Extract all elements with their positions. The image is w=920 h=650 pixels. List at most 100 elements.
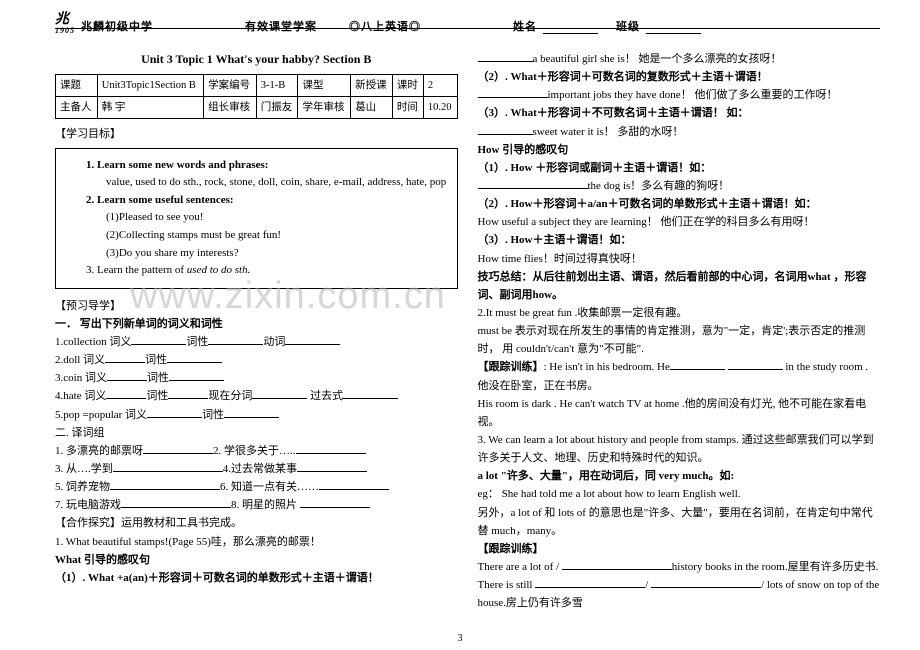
- cell: 3-1-B: [256, 74, 298, 96]
- blank[interactable]: [478, 134, 533, 135]
- cell: 2: [423, 74, 457, 96]
- body-text: eg： She had told me a lot about how to l…: [478, 485, 881, 503]
- cell: 韩 宇: [97, 97, 203, 119]
- body-text: 【跟踪训练】: He isn't in his bedroom. He in t…: [478, 358, 881, 394]
- class-label: 班级: [616, 18, 640, 34]
- table-row: 课题 Unit3Topic1Section B 学案编号 3-1-B 课型 新授…: [56, 74, 458, 96]
- blank[interactable]: [106, 398, 146, 399]
- cell: 学案编号: [204, 74, 257, 96]
- t: 1.collection 词义: [55, 336, 131, 348]
- blank[interactable]: [297, 471, 367, 472]
- blank[interactable]: [147, 417, 202, 418]
- blank[interactable]: [670, 369, 725, 370]
- t: 7. 玩电脑游戏: [55, 499, 121, 511]
- sub-heading: How 引导的感叹句: [478, 141, 881, 159]
- box-text: value, used to do sth., rock, stone, dol…: [66, 174, 447, 192]
- blank[interactable]: [168, 398, 208, 399]
- box-heading: 1. Learn some new words and phrases:: [66, 157, 447, 175]
- grade: ◎八上英语◎: [349, 18, 421, 34]
- vocab-line: 1.collection 词义词性动词: [55, 333, 458, 351]
- blank[interactable]: [113, 471, 223, 472]
- blank[interactable]: [110, 489, 220, 490]
- left-column: Unit 3 Topic 1 What's your habby? Sectio…: [55, 50, 458, 612]
- phrase-line: 1. 多漂亮的邮票呀2. 学很多关于…..: [55, 442, 458, 460]
- t: : He isn't in his bedroom. He: [544, 361, 670, 373]
- section-heading: 【预习导学】: [55, 297, 458, 315]
- vocab-line: 4.hate 词义 词性 现在分词 过去式: [55, 387, 458, 405]
- t: 现在分词: [208, 390, 252, 402]
- body-text: a beautiful girl she is！ 她是一个多么漂亮的女孩呀！: [478, 50, 881, 68]
- t: 6. 知道一点有关……: [220, 481, 319, 493]
- blank[interactable]: [169, 380, 224, 381]
- blank[interactable]: [107, 380, 147, 381]
- blank[interactable]: [478, 97, 548, 98]
- blank[interactable]: [131, 344, 186, 345]
- vocab-line: 5.pop =popular 词义词性: [55, 406, 458, 424]
- blank[interactable]: [562, 569, 672, 570]
- phrase-line: 5. 饲养宠物 6. 知道一点有关……: [55, 478, 458, 496]
- name-label: 姓名: [513, 18, 537, 34]
- t: 4.hate 词义: [55, 390, 106, 402]
- t: used to do sth.: [187, 264, 251, 276]
- blank[interactable]: [121, 507, 231, 508]
- blank[interactable]: [143, 453, 213, 454]
- t: How useful a subject they are learning！: [478, 216, 658, 228]
- t: / lots of snow on top of the house.房上仍有许…: [478, 579, 880, 609]
- t: 2. 学很多关于…..: [213, 445, 296, 457]
- body-text: （2）. How＋形容词＋a/an＋可数名词的单数形式＋主语＋谓语！如：: [478, 195, 881, 213]
- section-heading: 【学习目标】: [55, 125, 458, 143]
- sub-heading: 二. 译词组: [55, 424, 458, 442]
- t: 3.coin 词义: [55, 372, 107, 384]
- blank[interactable]: [224, 417, 279, 418]
- blank[interactable]: [167, 362, 222, 363]
- cell: 课时: [392, 74, 423, 96]
- t: 她是一个多么漂亮的女孩呀！: [636, 53, 782, 65]
- t: 词性: [146, 390, 168, 402]
- vocab-line: 2.doll 词义词性: [55, 351, 458, 369]
- t: history books in the room.屋里有许多历史书.: [672, 561, 879, 573]
- blank[interactable]: [728, 369, 783, 370]
- info-table: 课题 Unit3Topic1Section B 学案编号 3-1-B 课型 新授…: [55, 74, 458, 120]
- cell: Unit3Topic1Section B: [97, 74, 203, 96]
- blank[interactable]: [343, 398, 398, 399]
- blank[interactable]: [478, 188, 588, 189]
- body-text: （1）. What +a(an)＋形容词＋可数名词的单数形式＋主语＋谓语！: [55, 569, 458, 587]
- blank[interactable]: [208, 344, 263, 345]
- table-row: 主备人 韩 宇 组长审核 门振友 学年审核 葛山 时间 10.20: [56, 97, 458, 119]
- blank[interactable]: [296, 453, 366, 454]
- content-columns: Unit 3 Topic 1 What's your habby? Sectio…: [55, 50, 880, 612]
- right-column: a beautiful girl she is！ 她是一个多么漂亮的女孩呀！ （…: [478, 50, 881, 612]
- blank[interactable]: [300, 507, 370, 508]
- blank[interactable]: [105, 362, 145, 363]
- box-text: (1)Pleased to see you!: [66, 209, 447, 227]
- t: 他们做了多么重要的工作呀！: [692, 89, 838, 101]
- cell: 学年审核: [298, 97, 351, 119]
- blank[interactable]: [651, 587, 761, 588]
- blank[interactable]: [478, 61, 533, 62]
- unit-title: Unit 3 Topic 1 What's your habby? Sectio…: [55, 50, 458, 70]
- t: the dog is！多么有趣的狗呀！: [588, 180, 730, 192]
- t: 5. 饲养宠物: [55, 481, 110, 493]
- blank[interactable]: [319, 489, 389, 490]
- t: There is still: [478, 579, 536, 591]
- blank[interactable]: [535, 587, 645, 588]
- t: 3. Learn the pattern of: [86, 264, 187, 276]
- cell: 门振友: [256, 97, 298, 119]
- t: important jobs they have done！: [548, 89, 692, 101]
- body-text: （3）. How＋主语＋谓语！如：: [478, 231, 881, 249]
- blank[interactable]: [285, 344, 340, 345]
- blank[interactable]: [252, 398, 307, 399]
- t: /: [645, 579, 651, 591]
- t: 过去式: [307, 390, 343, 402]
- body-text: 2.It must be great fun .收集邮票一定很有趣。: [478, 304, 881, 322]
- body-text: （2）. What＋形容词＋可数名词的复数形式＋主语＋谓语！: [478, 68, 881, 86]
- school-name: 兆麟初级中学: [81, 18, 153, 34]
- header-rule: [55, 28, 880, 29]
- body-text: 另外，a lot of 和 lots of 的意思也是"许多、大量"，要用在名词…: [478, 504, 881, 540]
- body-text: 1. What beautiful stamps!(Page 55)哇，那么漂亮…: [55, 533, 458, 551]
- page-header: 兆 1905 兆麟初级中学 有效课堂学案 ◎八上英语◎ 姓名 班级: [55, 8, 880, 36]
- box-heading: 2. Learn some useful sentences:: [66, 192, 447, 210]
- phrase-line: 7. 玩电脑游戏8. 明星的照片: [55, 496, 458, 514]
- body-text: How useful a subject they are learning！ …: [478, 213, 881, 231]
- t: 3. 从….学到: [55, 463, 113, 475]
